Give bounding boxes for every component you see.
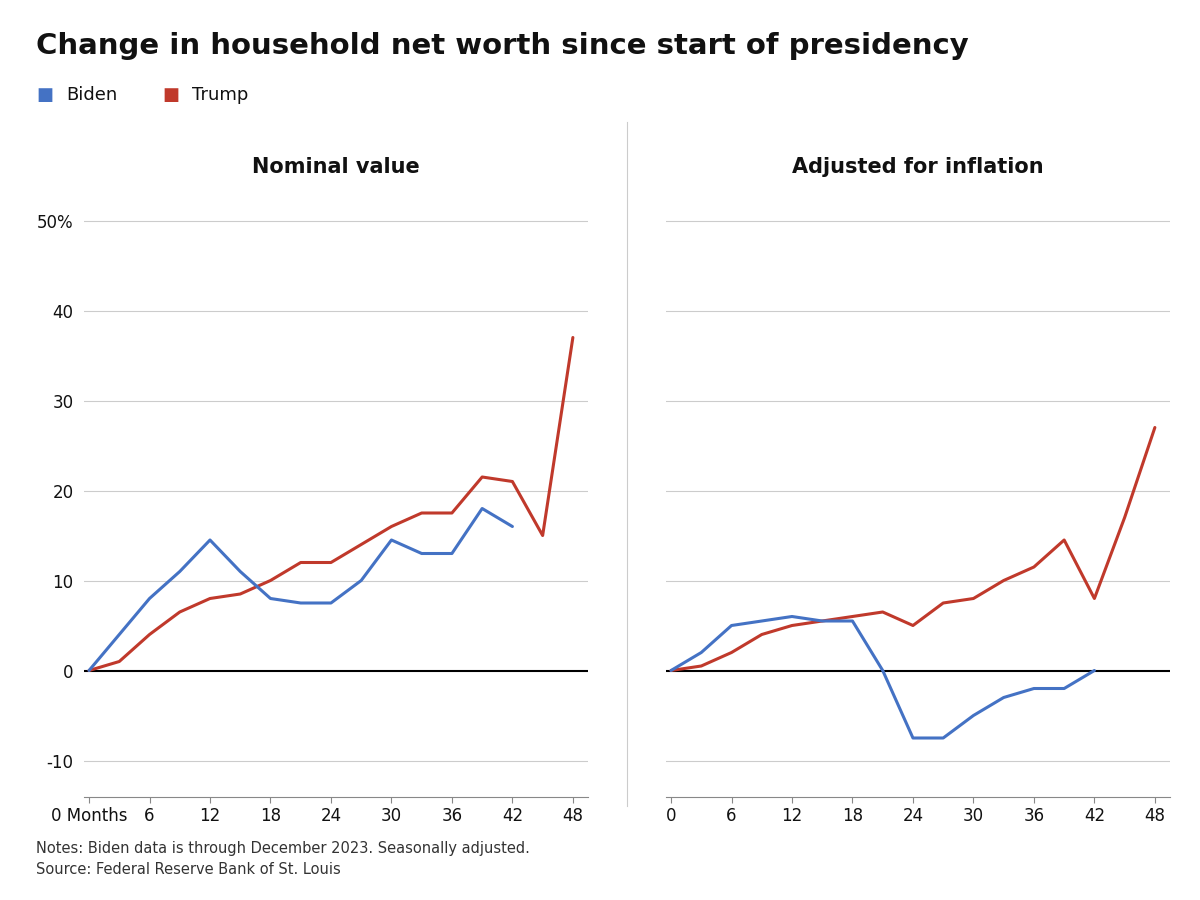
Text: ■: ■ <box>162 86 179 104</box>
Text: ■: ■ <box>36 86 53 104</box>
Text: Change in household net worth since start of presidency: Change in household net worth since star… <box>36 32 968 59</box>
Title: Adjusted for inflation: Adjusted for inflation <box>792 158 1044 177</box>
Title: Nominal value: Nominal value <box>252 158 420 177</box>
Text: Notes: Biden data is through December 2023. Seasonally adjusted.
Source: Federal: Notes: Biden data is through December 20… <box>36 842 530 877</box>
Text: Trump: Trump <box>192 86 248 104</box>
Text: Biden: Biden <box>66 86 118 104</box>
